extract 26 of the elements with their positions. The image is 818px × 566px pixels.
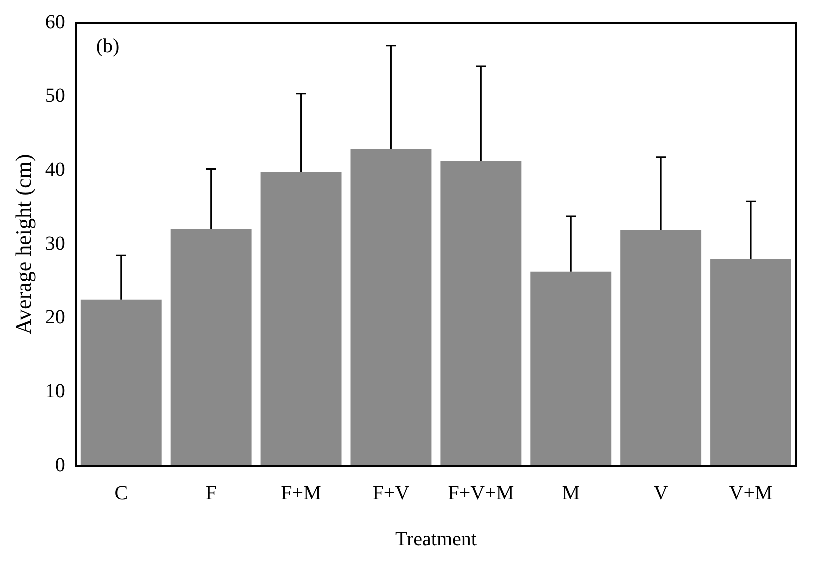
bar <box>170 228 252 466</box>
y-tick-label: 30 <box>45 232 66 255</box>
y-tick-label: 50 <box>45 85 66 108</box>
x-tick-label: V+M <box>729 482 773 504</box>
bar <box>710 259 792 466</box>
y-tick-label: 0 <box>55 454 66 476</box>
x-axis-title: Treatment <box>395 528 478 550</box>
annotation: (b) <box>96 35 120 58</box>
bar <box>260 172 342 466</box>
bar <box>80 300 162 466</box>
x-tick-label: F+V <box>372 482 410 504</box>
bar <box>350 149 432 466</box>
y-axis-title: Average height (cm) <box>10 154 36 335</box>
y-tick-label: 20 <box>45 306 66 329</box>
x-tick-label: M <box>562 482 580 504</box>
x-tick-label: C <box>114 482 128 504</box>
bar <box>620 230 702 466</box>
x-tick-label: V <box>654 482 669 504</box>
y-tick-label: 40 <box>45 158 66 181</box>
y-tick-label: 60 <box>45 11 66 34</box>
x-tick-label: F+V+M <box>448 482 514 504</box>
y-tick-label: 10 <box>45 380 66 402</box>
bar <box>530 272 612 466</box>
x-tick-label: F+M <box>281 482 322 504</box>
x-tick-label: F <box>206 482 217 504</box>
bar <box>440 161 522 466</box>
